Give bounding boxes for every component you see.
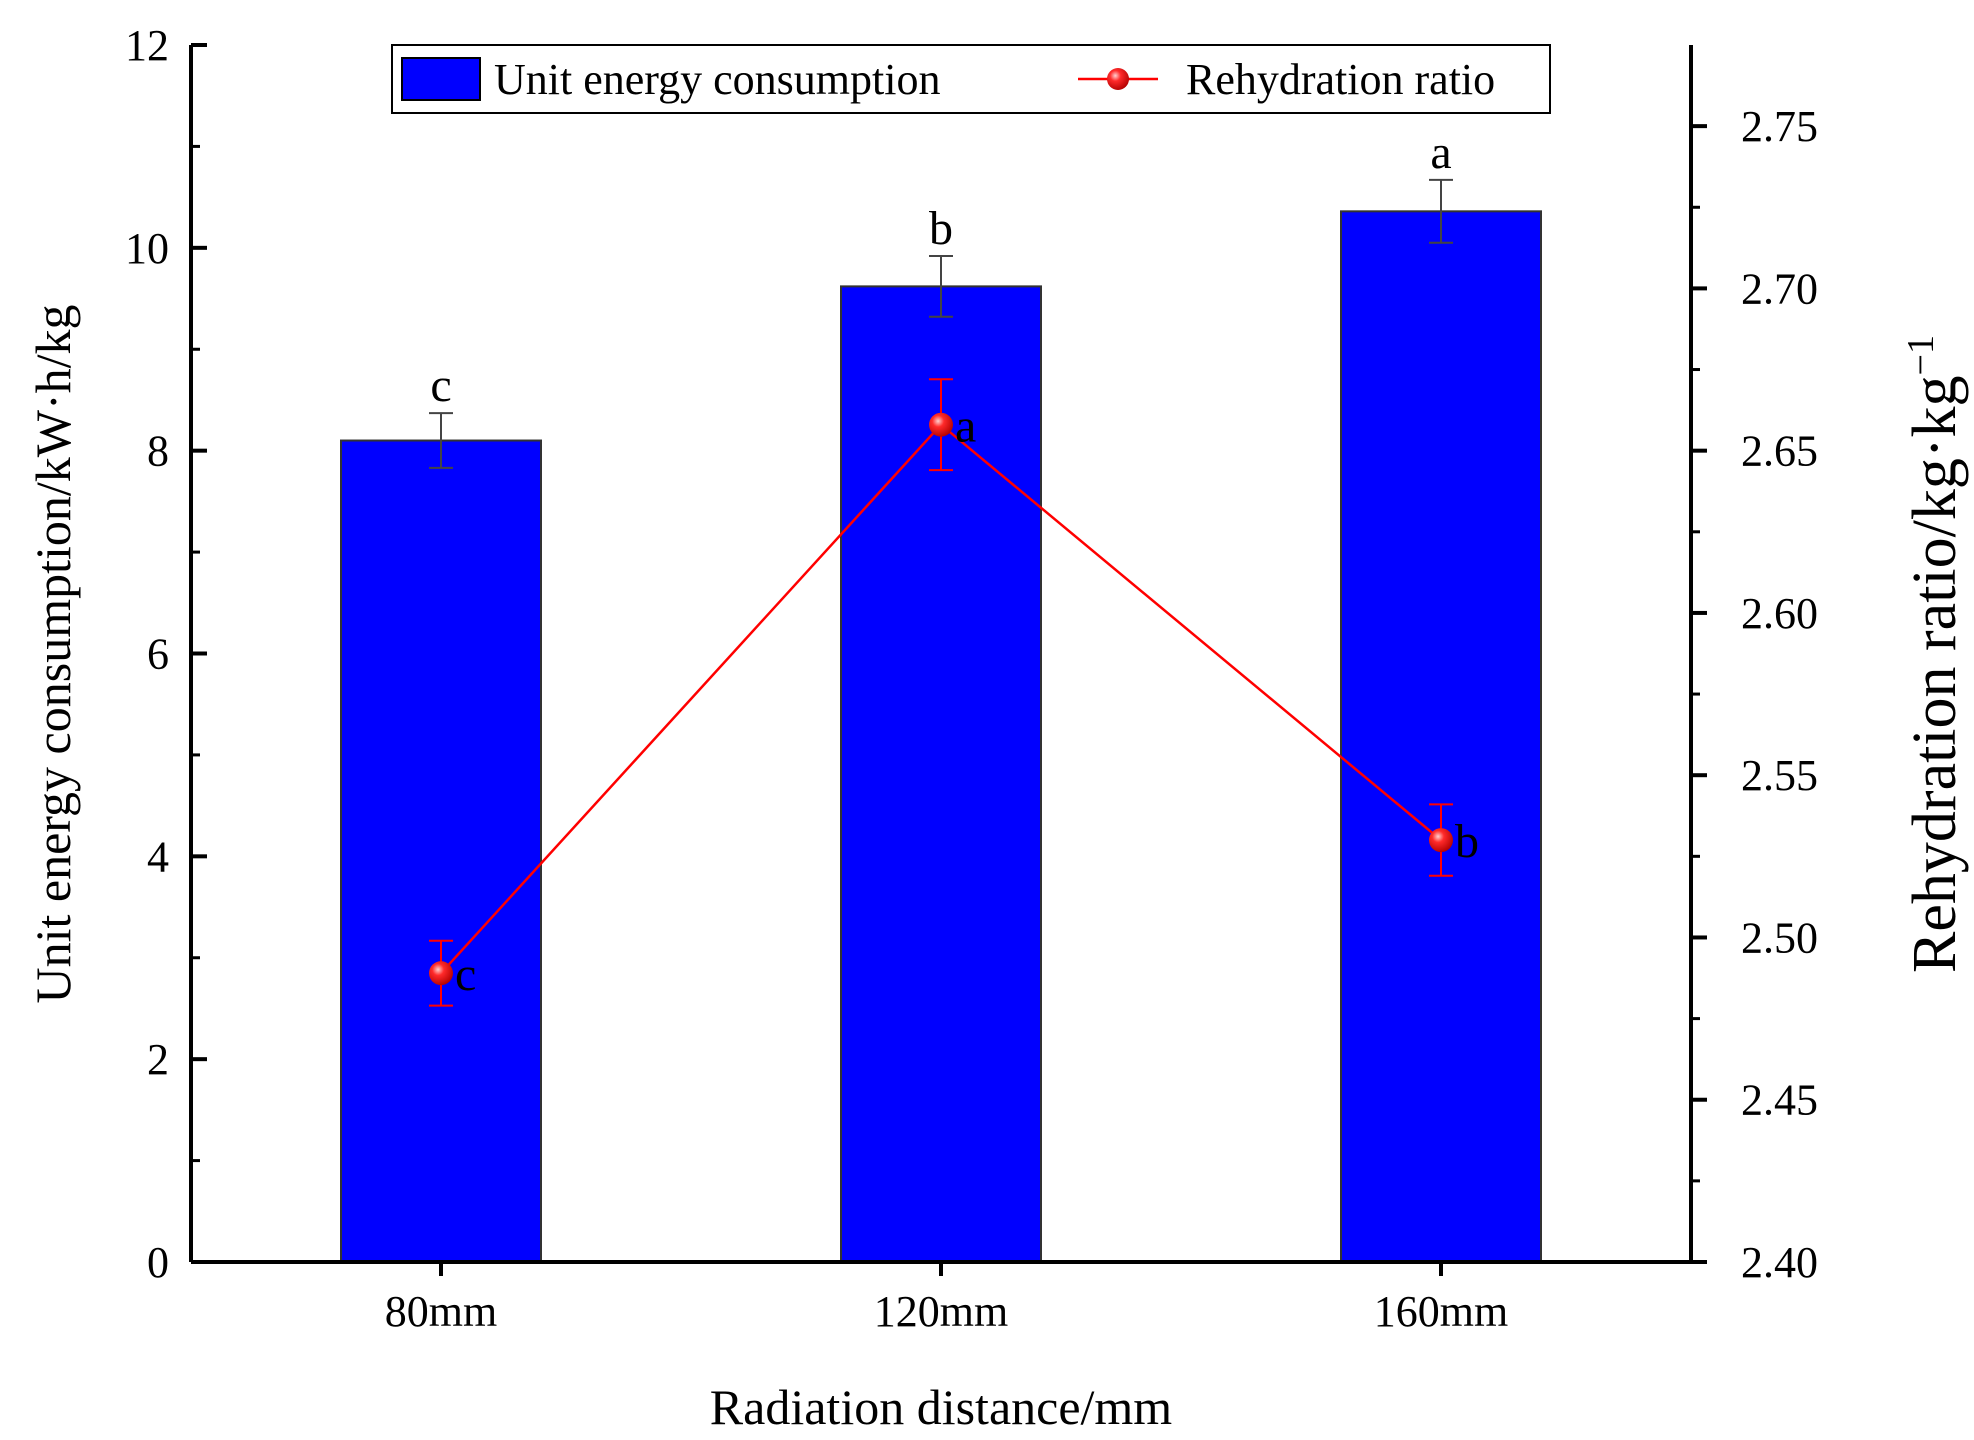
x-tick-label: 80mm: [385, 1287, 497, 1336]
rehydration-point-120mm: [929, 412, 953, 437]
legend: Unit energy consumption Rehydration rati…: [391, 44, 1551, 114]
line-significance-label: a: [955, 400, 976, 453]
right-y-axis-label-superscript: −1: [1900, 335, 1942, 375]
right-tick-label: 2.50: [1741, 913, 1818, 962]
legend-box: [391, 44, 1551, 114]
legend-swatch-bar: [401, 57, 481, 101]
bar-error-bar-160mm: [1429, 178, 1453, 244]
right-y-axis-label-main: Rehydration ratio/kg·kg: [1901, 375, 1969, 972]
legend-label-bar: Unit energy consumption: [494, 55, 940, 104]
bar-error-bar-120mm: [929, 254, 953, 318]
left-tick-label: 10: [125, 224, 169, 273]
left-y-axis-label: Unit energy consumption/kW·h/kg: [25, 305, 81, 1004]
bar-80mm: [340, 439, 542, 1263]
rehydration-point-160mm: [1429, 828, 1453, 853]
x-axis-label: Radiation distance/mm: [710, 1379, 1173, 1435]
right-tick-label: 2.40: [1741, 1238, 1818, 1287]
bar-significance-label: c: [430, 359, 451, 412]
left-tick-label: 2: [147, 1035, 169, 1084]
left-tick-label: 8: [147, 427, 169, 476]
right-tick-label: 2.45: [1741, 1076, 1818, 1125]
line-significance-label: c: [455, 948, 476, 1001]
bar-significance-label: a: [1430, 126, 1451, 179]
legend-label-line: Rehydration ratio: [1186, 55, 1495, 104]
right-y-axis-label: Rehydration ratio/kg·kg−1: [1900, 335, 1969, 973]
bar-160mm: [1340, 210, 1542, 1263]
line-significance-label: b: [1455, 815, 1479, 868]
left-tick-label: 6: [147, 630, 169, 679]
left-tick-label: 12: [125, 21, 169, 70]
right-tick-label: 2.60: [1741, 589, 1818, 638]
bar-significance-label: b: [929, 202, 953, 255]
x-tick-label: 160mm: [1374, 1287, 1508, 1336]
right-tick-label: 2.65: [1741, 427, 1818, 476]
legend-swatch-marker: [1107, 68, 1129, 90]
left-tick-label: 4: [147, 832, 169, 881]
right-tick-label: 2.55: [1741, 751, 1818, 800]
rehydration-point-80mm: [429, 961, 453, 986]
right-tick-label: 2.70: [1741, 264, 1818, 313]
left-tick-label: 0: [147, 1238, 169, 1287]
x-tick-label: 120mm: [874, 1287, 1008, 1336]
bar-error-bar-80mm: [429, 412, 453, 469]
right-tick-label: 2.75: [1741, 102, 1818, 151]
